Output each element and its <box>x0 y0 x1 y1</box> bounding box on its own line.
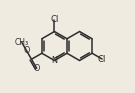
Text: Cl: Cl <box>98 54 106 64</box>
Text: N: N <box>51 56 58 65</box>
Text: CH₃: CH₃ <box>15 38 29 47</box>
Text: O: O <box>34 64 40 73</box>
Text: O: O <box>23 46 30 55</box>
Text: Cl: Cl <box>50 16 59 24</box>
